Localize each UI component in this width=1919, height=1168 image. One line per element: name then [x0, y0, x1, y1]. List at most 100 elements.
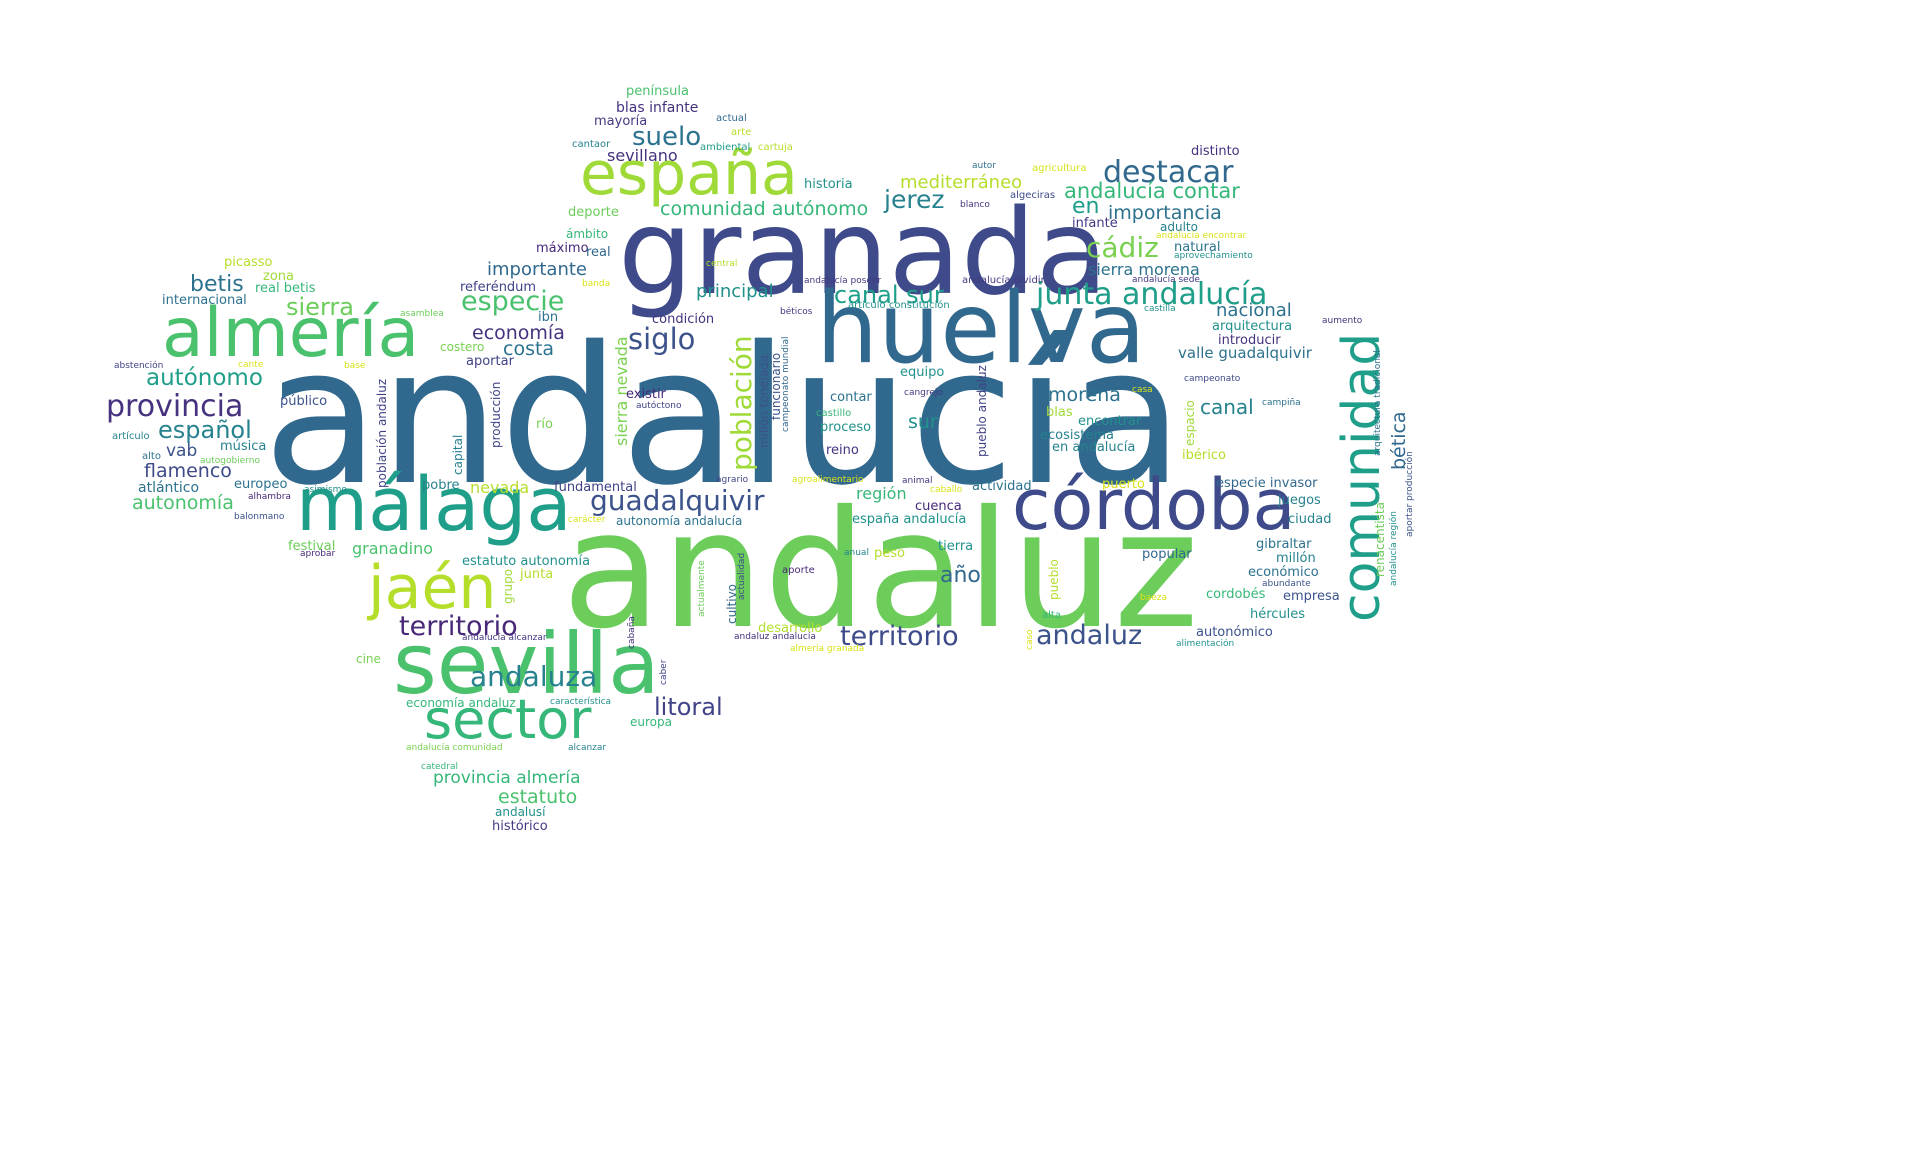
word-andalucia-dividir: andalucía dividir: [962, 275, 1045, 286]
word-almeria-granada: almería granada: [790, 644, 865, 654]
word-condicion: condición: [652, 312, 715, 327]
word-cante: cante: [238, 360, 264, 370]
word-tierra: tierra: [938, 539, 974, 554]
word-beticos: béticos: [780, 307, 813, 317]
word-andaluz: andaluz: [562, 477, 1199, 665]
word-balonmano: balonmano: [234, 512, 285, 522]
word-distinto: distinto: [1191, 144, 1240, 159]
word-cordobes: cordobés: [1206, 587, 1266, 602]
word-pueblo: pueblo: [1047, 559, 1061, 600]
word-caber: caber: [659, 659, 669, 685]
word-aportar-produccion: aportar producción: [1405, 451, 1415, 537]
word-blas: blas: [1046, 405, 1073, 420]
word-andalucia-contar: andalucía contar: [1064, 179, 1240, 203]
word-region: región: [856, 484, 907, 503]
word-andaluz-2: andaluz: [1036, 620, 1143, 651]
word-mediterraneo: mediterráneo: [900, 172, 1023, 193]
word-natural: natural: [1174, 240, 1221, 255]
word-sur: sur: [908, 411, 938, 433]
word-estatuto-autonomia: estatuto autonomía: [462, 554, 591, 569]
word-andalucia-sede: andalucía sede: [1132, 275, 1200, 285]
word-historico: histórico: [492, 819, 548, 834]
word-aporte: aporte: [782, 565, 815, 576]
word-actividad: actividad: [972, 479, 1032, 494]
word-peninsula: península: [626, 84, 689, 99]
word-andalucia-encontrar: andalucía encontrar: [1156, 231, 1247, 241]
word-alta: alta: [1042, 610, 1061, 621]
word-europa: europa: [630, 715, 672, 729]
word-valle-guadalquivir: valle guadalquivir: [1178, 344, 1312, 362]
word-baeza: baeza: [1140, 593, 1168, 603]
word-cine: cine: [356, 652, 381, 666]
word-capital: capital: [451, 434, 465, 475]
word-territorio-2: territorio: [840, 621, 959, 652]
word-autonomia: autonomía: [132, 492, 234, 514]
word-actualmente: actualmente: [697, 560, 707, 617]
word-castilla: castilla: [1144, 304, 1176, 314]
word-economia: economía: [472, 322, 565, 344]
word-abundante: abundante: [1262, 579, 1311, 589]
word-andalucia-alcanzar: andalucía alcanzar: [462, 633, 547, 643]
word-iberico: ibérico: [1182, 448, 1226, 463]
word-autonomia-andalucia: autonomía andalucía: [616, 514, 743, 528]
word-arquitectura: arquitectura: [1212, 319, 1293, 334]
word-historia: historia: [804, 177, 853, 192]
word-alimentacion: alimentación: [1176, 639, 1235, 649]
word-actual: actual: [716, 113, 747, 124]
word-cartuja: cartuja: [758, 142, 793, 153]
word-cadiz: cádiz: [1086, 231, 1159, 264]
word-aprobar: aprobar: [300, 549, 336, 559]
word-provincia-almeria: provincia almería: [433, 768, 581, 788]
word-campina: campiña: [1262, 398, 1301, 408]
word-encontrar: encontrar: [1078, 414, 1142, 429]
word-sevilla: sevilla: [393, 615, 660, 713]
word-musica: música: [220, 439, 267, 454]
word-en-andalucia: en andalucía: [1052, 440, 1136, 455]
word-huelva: huelva: [816, 272, 1146, 386]
word-poblacion-andaluz: población andaluz: [375, 378, 389, 488]
word-banda: banda: [582, 279, 611, 289]
word-real-betis: real betis: [255, 281, 316, 296]
word-abstencion: abstención: [114, 361, 164, 371]
word-cabana: cabaña: [627, 616, 637, 649]
word-algeciras: algeciras: [1010, 190, 1056, 201]
word-blas-infante: blas infante: [616, 100, 699, 116]
word-central: central: [706, 259, 738, 269]
word-malaga: málaga: [296, 462, 572, 548]
word-ciudad: ciudad: [1288, 512, 1332, 527]
word-almeria: almería: [162, 294, 420, 373]
word-siglo: siglo: [628, 322, 696, 356]
word-real: real: [586, 245, 611, 260]
word-peso: peso: [874, 546, 905, 561]
word-caracter: carácter: [568, 515, 606, 525]
word-arte: arte: [731, 127, 752, 138]
word-arquitectura-tradicional: arquitectura tradicional: [1373, 350, 1383, 456]
word-autonomo: autónomo: [146, 365, 263, 391]
word-castillo: castillo: [816, 408, 852, 419]
word-canal-sur: canal sur: [834, 281, 944, 309]
word-comunidad-autonomo: comunidad autónomo: [660, 198, 869, 220]
word-granadino: granadino: [352, 539, 434, 558]
word-jerez: jerez: [884, 185, 945, 214]
word-ecosistema: ecosistema: [1040, 428, 1114, 443]
word-agroalimentario: agroalimentario: [792, 475, 864, 485]
word-principal: principal: [696, 281, 774, 302]
word-suelo: suelo: [632, 122, 702, 152]
word-campeonato-mundial: campeonato mundial: [781, 336, 791, 432]
word-produccion: producción: [489, 381, 503, 448]
word-gibraltar: gibraltar: [1256, 537, 1312, 552]
word-ambiental: ambiental: [700, 142, 751, 153]
word-deporte: deporte: [568, 205, 619, 220]
word-morena: morena: [1048, 384, 1121, 406]
word-millon: millón: [1276, 551, 1316, 566]
word-publico: público: [280, 394, 328, 409]
word-internacional: internacional: [162, 293, 247, 308]
word-europeo: europeo: [234, 477, 288, 492]
word-importante: importante: [487, 259, 588, 280]
word-contar: contar: [830, 390, 872, 405]
word-articulo-constitucion: artículo constitución: [848, 300, 950, 311]
word-andalucia-poseer: andalucía poseer: [804, 276, 882, 286]
word-andalucia-region: andalucía región: [1389, 511, 1399, 586]
word-animal: animal: [902, 476, 933, 486]
word-articulo: artículo: [112, 431, 150, 442]
